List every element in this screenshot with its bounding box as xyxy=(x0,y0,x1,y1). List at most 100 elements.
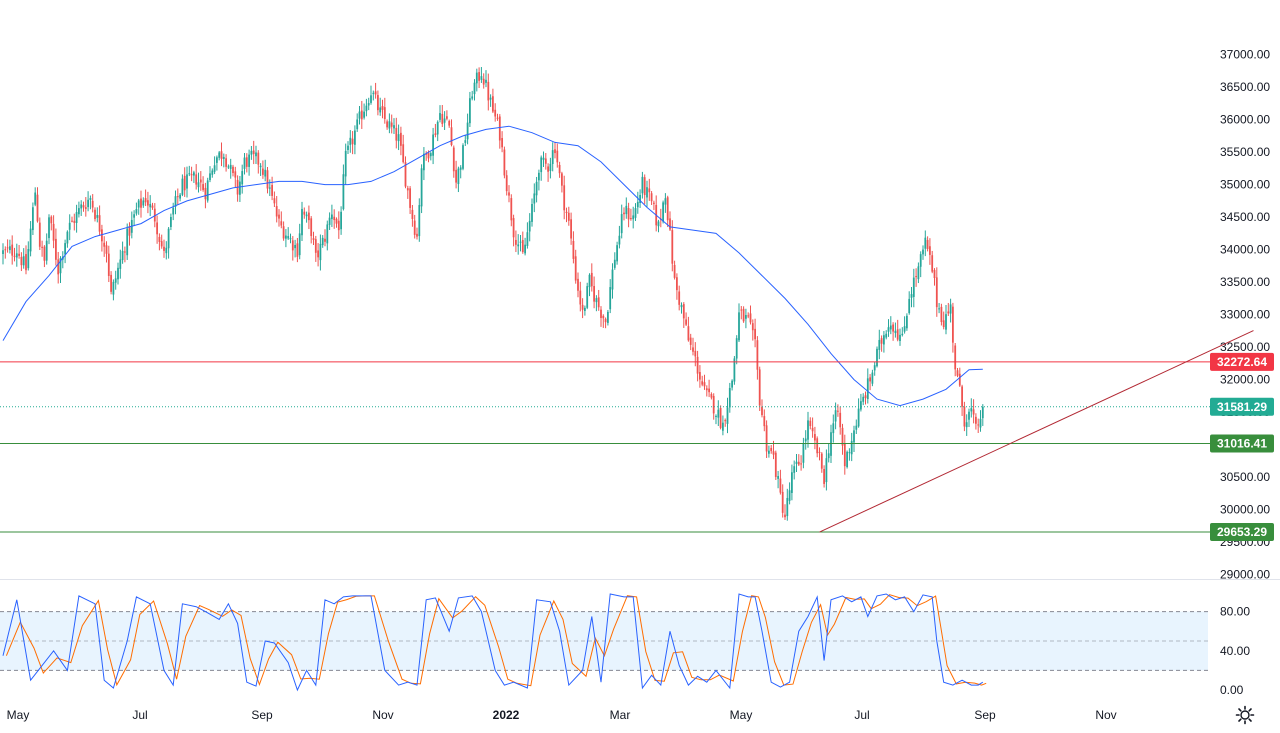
candle-body xyxy=(271,184,273,196)
candle-body xyxy=(703,382,706,387)
candle-body xyxy=(9,246,11,251)
candle-body xyxy=(802,443,805,463)
candle-body xyxy=(128,226,131,236)
candle-body xyxy=(823,469,825,484)
candle-body xyxy=(814,434,816,441)
candle-body xyxy=(860,401,862,410)
candle-body xyxy=(20,256,23,266)
candle-body xyxy=(728,387,731,408)
candle-body xyxy=(915,276,917,278)
candle-body xyxy=(213,165,216,172)
candle-body xyxy=(597,297,600,308)
oscillator-tick-label: 80.00 xyxy=(1220,605,1250,619)
time-tick-label: Nov xyxy=(1095,708,1116,722)
candle-body xyxy=(147,200,149,206)
candle-body xyxy=(248,154,250,167)
time-tick-label: May xyxy=(7,708,30,722)
candle-body xyxy=(763,416,766,427)
candle-body xyxy=(245,157,248,167)
candle-body xyxy=(565,211,568,213)
candle-body xyxy=(317,250,319,258)
candle-body xyxy=(216,157,218,163)
candle-body xyxy=(800,463,802,465)
candle-body xyxy=(41,246,43,248)
candle-body xyxy=(731,380,733,388)
candle-body xyxy=(715,415,717,417)
candle-body xyxy=(827,453,830,459)
candle-body xyxy=(441,113,444,125)
candle-body xyxy=(577,278,579,291)
candle-body xyxy=(420,168,423,207)
candle-body xyxy=(266,170,269,189)
candle-body xyxy=(627,208,630,220)
candle-body xyxy=(358,111,361,119)
candle-body xyxy=(761,406,763,416)
candle-body xyxy=(278,214,280,219)
candle-body xyxy=(676,277,678,291)
candle-body xyxy=(979,418,982,428)
candle-body xyxy=(908,298,911,314)
candle-body xyxy=(119,259,122,269)
candle-body xyxy=(310,218,313,237)
candle-body xyxy=(301,208,303,236)
candle-body xyxy=(179,194,181,199)
candle-body xyxy=(312,238,315,240)
candle-body xyxy=(517,244,520,247)
candle-body xyxy=(816,438,819,454)
candle-body xyxy=(365,105,368,112)
candle-body xyxy=(351,138,354,145)
candle-body xyxy=(314,239,317,253)
oscillator-tick-label: 0.00 xyxy=(1220,683,1244,697)
level-badge-label-2: 31016.41 xyxy=(1217,436,1267,450)
candle-body xyxy=(786,497,789,517)
candle-body xyxy=(492,96,494,112)
candle-body xyxy=(834,410,837,422)
candle-body xyxy=(469,98,471,124)
candle-body xyxy=(717,409,720,418)
candle-body xyxy=(554,149,556,154)
candle-body xyxy=(588,274,591,288)
candle-body xyxy=(416,233,418,237)
candle-body xyxy=(848,452,851,454)
candle-body xyxy=(887,327,890,332)
candle-body xyxy=(360,110,363,120)
candle-body xyxy=(45,240,48,261)
candle-body xyxy=(409,188,411,208)
candle-body xyxy=(280,221,283,226)
candle-body xyxy=(503,149,506,176)
candle-body xyxy=(50,216,53,224)
candle-body xyxy=(172,207,175,215)
candle-body xyxy=(889,325,892,330)
candle-body xyxy=(370,95,372,103)
candle-body xyxy=(73,220,76,223)
candle-body xyxy=(133,214,135,218)
candle-body xyxy=(871,372,874,384)
candle-body xyxy=(43,246,46,261)
candle-body xyxy=(183,175,186,191)
candle-body xyxy=(296,243,299,257)
candle-body xyxy=(538,172,540,181)
price-tick-label: 34500.00 xyxy=(1220,210,1270,224)
candle-body xyxy=(818,451,821,453)
candle-body xyxy=(268,187,271,189)
gear-icon[interactable] xyxy=(1235,705,1255,725)
candle-body xyxy=(694,350,697,357)
candle-body xyxy=(533,193,536,204)
candle-body xyxy=(112,281,115,295)
candle-body xyxy=(84,207,87,209)
candle-body xyxy=(970,408,973,412)
candle-body xyxy=(243,157,246,169)
candle-body xyxy=(252,150,255,155)
candle-body xyxy=(958,373,961,386)
candle-body xyxy=(374,91,377,95)
candle-body xyxy=(634,208,637,218)
candle-body xyxy=(496,117,499,119)
candle-body xyxy=(708,388,710,393)
candle-body xyxy=(618,235,621,245)
candle-body xyxy=(820,453,823,469)
candle-body xyxy=(367,103,370,106)
candle-body xyxy=(666,197,669,221)
candle-body xyxy=(473,82,476,95)
